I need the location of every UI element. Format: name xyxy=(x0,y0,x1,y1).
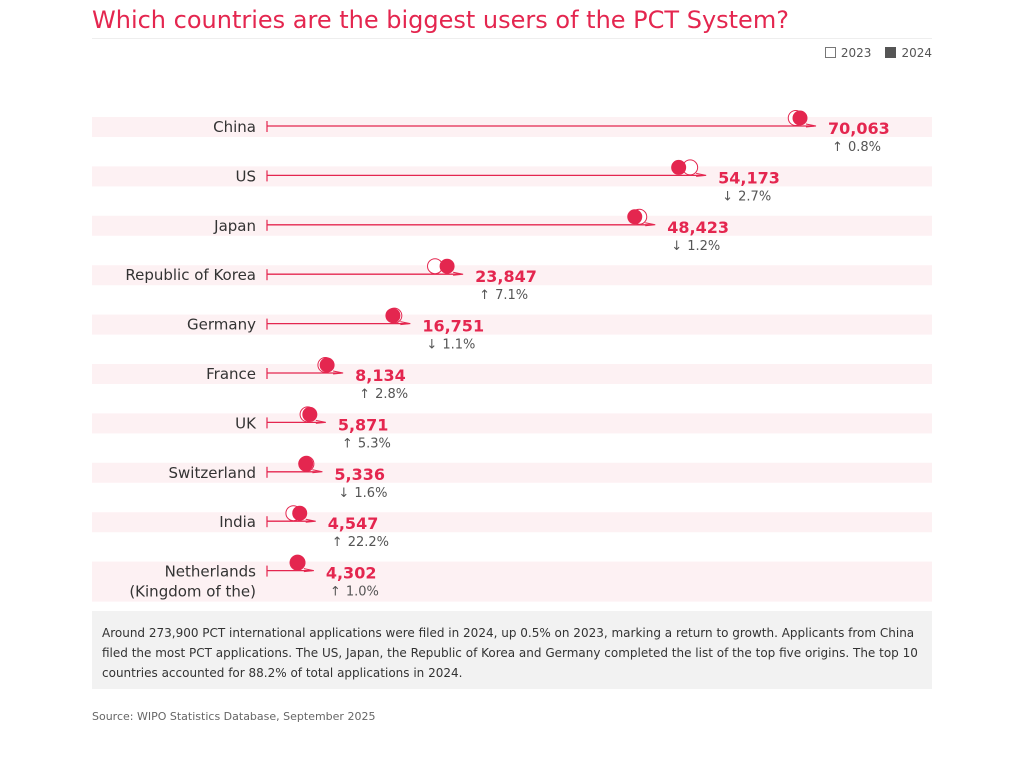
dot-2024 xyxy=(793,111,808,126)
change-label: 2.7% xyxy=(738,189,771,204)
value-label: 70,063 xyxy=(828,119,890,138)
change-label: 1.1% xyxy=(442,338,475,353)
arrow-down-icon: ↓ xyxy=(722,189,733,204)
value-label: 5,336 xyxy=(334,465,385,484)
change-label: 1.2% xyxy=(687,239,720,254)
change-label: 7.1% xyxy=(495,288,528,303)
notes-box: Around 273,900 PCT international applica… xyxy=(92,611,932,689)
source-note: Source: WIPO Statistics Database, Septem… xyxy=(92,710,375,723)
value-label: 23,847 xyxy=(475,267,537,286)
arrow-up-icon: ↑ xyxy=(330,585,341,600)
change-label: 22.2% xyxy=(348,535,389,550)
category-label: Republic of Korea xyxy=(125,266,256,284)
dot-2024 xyxy=(320,358,335,373)
arrow-up-icon: ↑ xyxy=(479,288,490,303)
arrow-up-icon: ↑ xyxy=(342,436,353,451)
dot-2024 xyxy=(671,160,686,175)
value-label: 48,423 xyxy=(667,218,729,237)
dot-2024 xyxy=(385,308,400,323)
category-label: China xyxy=(213,118,256,136)
value-label: 54,173 xyxy=(718,168,780,187)
change-label: 1.6% xyxy=(354,486,387,501)
value-label: 8,134 xyxy=(355,366,406,385)
arrow-up-icon: ↑ xyxy=(359,387,370,402)
arrow-up-icon: ↑ xyxy=(332,535,343,550)
value-label: 5,871 xyxy=(338,415,389,434)
value-label: 16,751 xyxy=(422,317,484,336)
change-label: 5.3% xyxy=(358,436,391,451)
category-label: (Kingdom of the) xyxy=(129,583,256,601)
value-label: 4,547 xyxy=(328,514,379,533)
arrow-down-icon: ↓ xyxy=(671,239,682,254)
category-label: US xyxy=(235,167,256,185)
dot-2024 xyxy=(440,259,455,274)
row-band xyxy=(92,413,932,433)
arrow-down-icon: ↓ xyxy=(338,486,349,501)
category-label: UK xyxy=(235,414,257,432)
dot-2024 xyxy=(298,456,313,471)
dot-2024 xyxy=(290,555,305,570)
change-label: 0.8% xyxy=(848,140,881,155)
chart-container: Which countries are the biggest users of… xyxy=(0,0,1024,764)
arrow-up-icon: ↑ xyxy=(832,140,843,155)
category-label: Switzerland xyxy=(169,464,257,482)
row-band xyxy=(92,166,932,186)
category-label: Netherlands xyxy=(165,563,257,581)
dot-2024 xyxy=(292,506,307,521)
arrow-down-icon: ↓ xyxy=(426,338,437,353)
value-label: 4,302 xyxy=(326,564,377,583)
row-band xyxy=(92,512,932,532)
dot-2024 xyxy=(627,209,642,224)
category-label: Japan xyxy=(213,217,256,235)
change-label: 1.0% xyxy=(346,585,379,600)
dot-2024 xyxy=(302,407,317,422)
category-label: Germany xyxy=(187,316,256,334)
change-label: 2.8% xyxy=(375,387,408,402)
category-label: France xyxy=(206,365,256,383)
category-label: India xyxy=(219,513,256,531)
